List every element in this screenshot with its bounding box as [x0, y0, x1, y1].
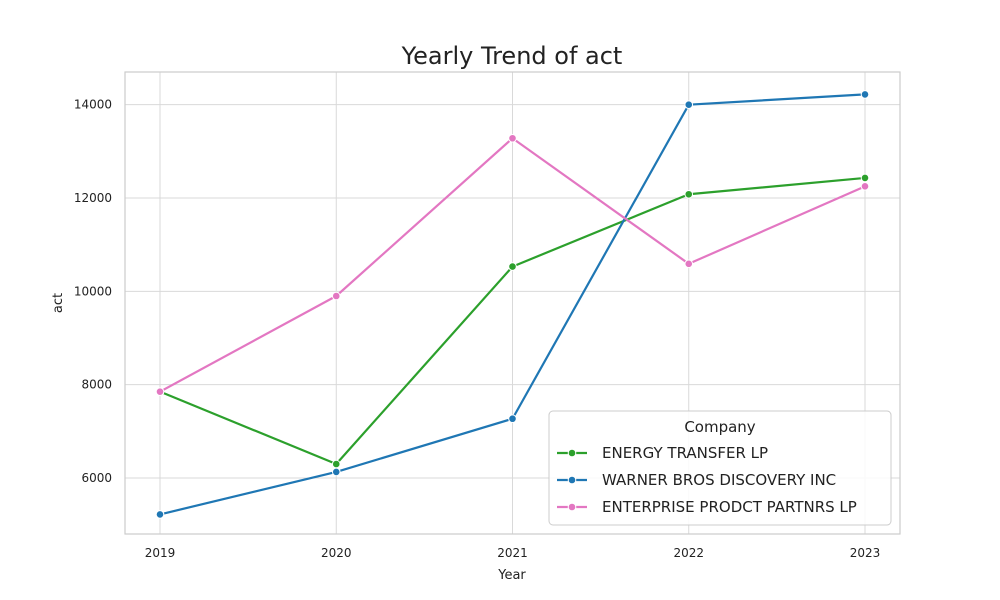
- y-tick-label: 12000: [74, 191, 112, 205]
- y-tick-label: 8000: [81, 378, 112, 392]
- x-tick-label: 2021: [497, 546, 528, 560]
- data-point: [684, 259, 694, 269]
- series-3: [155, 133, 870, 396]
- data-point: [155, 510, 165, 519]
- legend-label: ENTERPRISE PRODCT PARTNRS LP: [602, 498, 857, 516]
- x-tick-labels: 2019 2020 2021 2022 2023: [145, 546, 881, 560]
- legend-title: Company: [684, 418, 755, 436]
- legend-entry: ENTERPRISE PRODCT PARTNRS LP: [557, 498, 857, 516]
- legend-label: WARNER BROS DISCOVERY INC: [602, 471, 836, 489]
- y-tick-label: 14000: [74, 98, 112, 112]
- data-point: [508, 414, 517, 424]
- x-tick-label: 2022: [673, 546, 704, 560]
- data-point: [860, 173, 870, 183]
- data-point: [684, 189, 694, 199]
- data-point: [860, 182, 870, 191]
- x-tick-label: 2020: [321, 546, 352, 560]
- chart-title: Yearly Trend of act: [401, 42, 623, 70]
- plot-frame: [124, 71, 901, 535]
- x-tick-label: 2023: [850, 546, 881, 560]
- data-point: [860, 90, 870, 99]
- y-tick-label: 6000: [81, 471, 112, 485]
- legend-marker: [567, 475, 577, 485]
- y-axis-label: act: [51, 293, 66, 313]
- series-2: [155, 90, 870, 519]
- legend-items: ENERGY TRANSFER LP WARNER BROS DISCOVERY …: [557, 444, 857, 516]
- series-layer: [155, 90, 870, 519]
- legend-marker: [567, 502, 577, 512]
- legend-box: [548, 410, 892, 526]
- x-axis-label: Year: [497, 568, 526, 583]
- legend-marker: [567, 448, 577, 458]
- data-point: [331, 291, 341, 301]
- y-tick-label: 10000: [74, 284, 112, 298]
- legend-entry: WARNER BROS DISCOVERY INC: [557, 471, 836, 489]
- data-point: [508, 133, 517, 143]
- legend-label: ENERGY TRANSFER LP: [602, 444, 768, 462]
- data-point: [331, 467, 341, 477]
- legend: Company ENERGY TRANSFER LP WARNER BROS DI…: [548, 410, 892, 526]
- data-point: [331, 459, 341, 469]
- x-tick-label: 2019: [145, 546, 176, 560]
- data-point: [508, 262, 517, 271]
- data-point: [684, 100, 694, 109]
- legend-entry: ENERGY TRANSFER LP: [557, 444, 768, 462]
- grid: [125, 72, 900, 534]
- data-point: [155, 387, 165, 396]
- y-tick-labels: 6000 8000 10000 12000 14000: [74, 98, 112, 485]
